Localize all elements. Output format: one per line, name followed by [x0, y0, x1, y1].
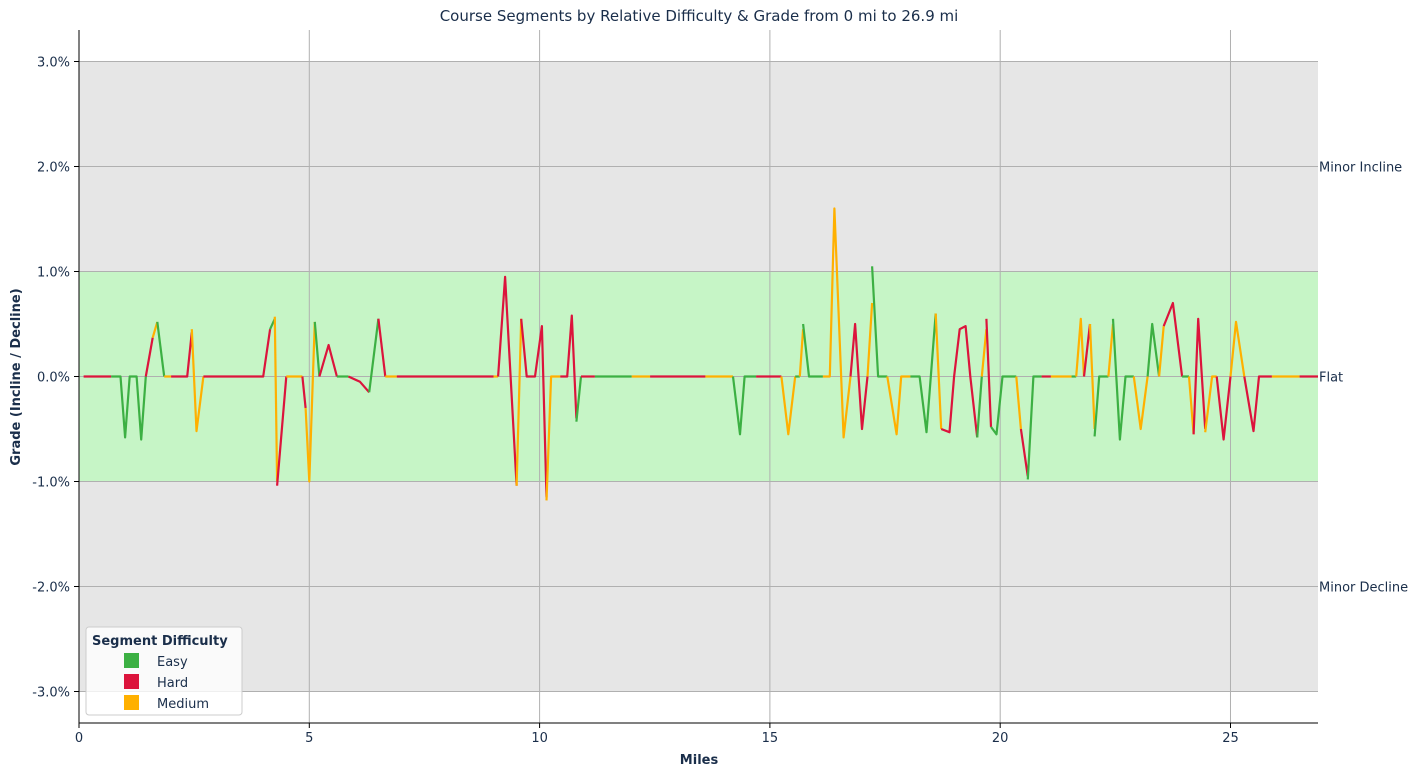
legend-entries: Easy Hard Medium [124, 653, 209, 712]
segment-medium-61 [1088, 323, 1096, 430]
grid-lines [78, 30, 1318, 723]
y-tick-label: -1.0% [32, 476, 70, 491]
segment-medium-41 [822, 207, 852, 439]
segment-medium-25 [515, 318, 523, 486]
plot-area [78, 30, 1318, 723]
segment-easy-1 [111, 375, 147, 441]
legend-swatch-medium [124, 695, 139, 710]
segment-hard-8 [203, 329, 272, 378]
segment-easy-44 [871, 266, 888, 378]
segment-easy-52 [990, 375, 1017, 436]
y-axis-label: Grade (Incline / Decline) [9, 288, 24, 465]
segment-hard-60 [1082, 323, 1092, 377]
segment-easy-19 [368, 318, 380, 393]
segment-medium-7 [190, 329, 205, 433]
segment-medium-43 [866, 302, 874, 377]
zone-labels: Minor Incline Flat Minor Decline [1319, 161, 1408, 596]
legend-label-easy: Easy [157, 655, 188, 670]
segment-medium-45 [886, 375, 911, 436]
segment-hard-48 [940, 325, 979, 438]
y-tick-label: 0.0% [37, 371, 70, 386]
segment-easy-49 [976, 376, 983, 438]
segment-easy-4 [156, 321, 166, 377]
x-tick-label: 10 [531, 731, 548, 746]
x-tick-label: 5 [305, 731, 313, 746]
segment-hard-73 [1215, 376, 1232, 441]
segment-easy-55 [1026, 375, 1042, 480]
segment-medium-67 [1158, 326, 1165, 377]
segment-medium-70 [1187, 376, 1195, 435]
segment-hard-24 [497, 275, 518, 486]
legend-title: Segment Difficulty [92, 634, 228, 649]
zone-label: Minor Incline [1319, 161, 1402, 176]
zone-label: Flat [1319, 371, 1343, 386]
segment-medium-74 [1229, 320, 1246, 377]
y-tick-label: 2.0% [37, 161, 70, 176]
segment-easy-66 [1146, 322, 1161, 377]
legend-label-medium: Medium [157, 697, 209, 712]
y-tick-label: -2.0% [32, 581, 70, 596]
segment-hard-18 [347, 375, 371, 394]
segment-hard-13 [301, 376, 307, 409]
segment-easy-40 [802, 323, 823, 378]
segment-medium-53 [1015, 376, 1022, 430]
segment-hard-71 [1192, 317, 1207, 435]
segment-hard-75 [1243, 375, 1272, 433]
segment-easy-64 [1111, 318, 1134, 441]
zone-label: Minor Decline [1319, 581, 1408, 596]
legend-swatch-hard [124, 674, 139, 689]
grade-line-series [83, 207, 1318, 501]
segment-easy-46 [910, 313, 937, 434]
legend-label-hard: Hard [157, 676, 188, 691]
segment-easy-15 [313, 321, 321, 377]
chart-title: Course Segments by Relative Difficulty &… [440, 7, 959, 25]
segment-medium-37 [780, 376, 797, 436]
segment-medium-10 [273, 316, 279, 482]
segment-medium-14 [304, 321, 316, 483]
legend: Segment Difficulty Easy Hard Medium [85, 626, 243, 716]
x-axis-ticks: 0 5 10 15 20 25 [75, 723, 1239, 746]
legend-swatch-easy [124, 653, 139, 668]
segment-medium-47 [934, 313, 943, 430]
segment-easy-62 [1093, 375, 1109, 437]
segment-medium-65 [1132, 376, 1149, 431]
segment-medium-59 [1075, 317, 1086, 377]
segment-hard-42 [849, 322, 869, 431]
segment-easy-35 [731, 375, 757, 436]
y-tick-label: -3.0% [32, 686, 70, 701]
segment-hard-2 [144, 337, 154, 377]
segment-hard-6 [171, 332, 193, 378]
x-tick-label: 20 [992, 731, 1009, 746]
segment-hard-28 [560, 314, 578, 419]
y-tick-label: 3.0% [37, 56, 70, 71]
segment-medium-27 [545, 375, 561, 501]
segment-hard-20 [377, 318, 387, 377]
segment-medium-39 [798, 329, 805, 377]
y-tick-label: 1.0% [37, 266, 70, 281]
segment-medium-63 [1107, 323, 1115, 377]
segment-hard-16 [318, 343, 338, 377]
segment-easy-29 [575, 376, 583, 422]
segment-medium-72 [1204, 375, 1217, 433]
segment-hard-51 [985, 318, 993, 427]
segment-hard-68 [1162, 301, 1184, 377]
x-tick-label: 15 [762, 731, 779, 746]
x-tick-label: 0 [75, 731, 83, 746]
x-tick-label: 25 [1222, 731, 1239, 746]
segment-hard-11 [276, 376, 288, 486]
segment-hard-26 [520, 318, 548, 498]
segment-medium-50 [980, 329, 988, 377]
legend-box [85, 626, 243, 716]
y-axis-ticks: -3.0% -2.0% -1.0% 0.0% 1.0% 2.0% 3.0% [32, 56, 79, 701]
x-axis-label: Miles [680, 753, 719, 768]
segment-hard-54 [1019, 428, 1029, 477]
